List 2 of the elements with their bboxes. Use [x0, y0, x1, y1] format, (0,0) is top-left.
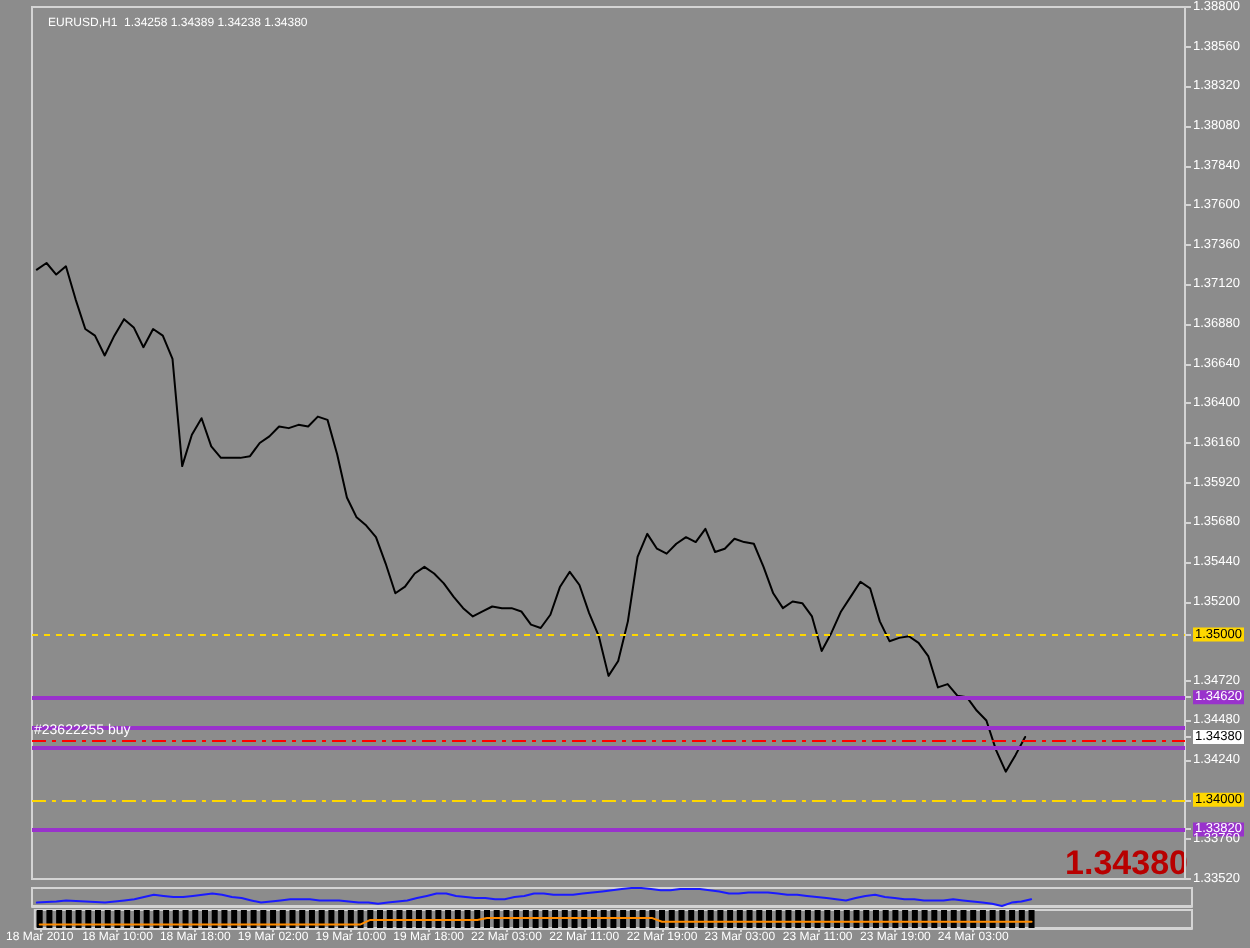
annotation: 1.34380: [1065, 844, 1188, 882]
line-series: [35, 261, 1027, 773]
